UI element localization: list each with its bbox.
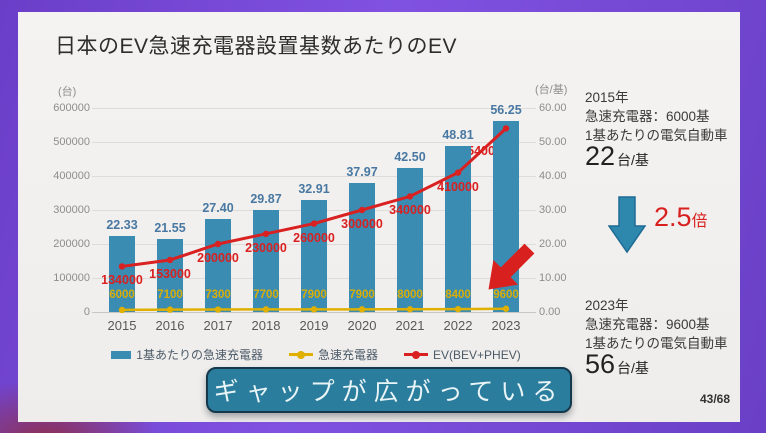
bar-value-label: 29.87 <box>250 192 282 207</box>
ev-value-label: 153000 <box>149 266 191 281</box>
legend-dot-icon <box>412 350 420 359</box>
bar-value-label: 21.55 <box>154 220 186 235</box>
charger-value-label: 7900 <box>301 289 327 301</box>
x-tick-label: 2017 <box>203 318 233 333</box>
ev-value-label: 260000 <box>293 230 335 245</box>
slide: 日本のEV急速充電器設置基数あたりのEV (台) (台/基) 1基あたりの急速充… <box>18 12 740 422</box>
gap-arrow-shape <box>488 243 535 290</box>
callout-2023-year: 2023年 <box>585 298 629 313</box>
right-axis-tick: 10.00 <box>539 272 567 284</box>
chart-legend: 1基あたりの急速充電器 急速充電器 EV(BEV+PHEV) <box>96 346 536 363</box>
right-axis-tick: 60.00 <box>539 102 567 114</box>
ev-value-label: 200000 <box>197 251 239 265</box>
legend-bar-swatch-icon <box>111 350 132 359</box>
x-tick-label: 2020 <box>347 318 377 333</box>
down-arrow-icon <box>607 196 647 254</box>
callout-2023-unit: 台/基 <box>617 360 649 376</box>
right-axis-tick: 40.00 <box>539 170 567 182</box>
left-axis-tick: 100000 <box>53 272 90 284</box>
gap-arrow-icon <box>475 235 543 303</box>
gridline <box>92 142 536 143</box>
callout-2015-year: 2015年 <box>585 90 629 105</box>
ev-value-label: 300000 <box>341 217 383 231</box>
right-axis-tick: 30.00 <box>539 204 567 216</box>
x-tick-label: 2016 <box>155 318 185 333</box>
callout-2015-chargers: 急速充電器：6000基 <box>585 109 710 124</box>
page-number: 43/68 <box>699 392 730 406</box>
legend-item: 1基あたりの急速充電器 <box>111 346 263 363</box>
left-axis-tick: 500000 <box>53 136 90 148</box>
bar-value-label: 32.91 <box>298 182 330 197</box>
bar-value-label: 42.50 <box>394 149 426 164</box>
left-axis-tick: 400000 <box>53 170 90 182</box>
legend-line-swatch-icon <box>404 350 428 359</box>
bar-value-label: 27.40 <box>202 200 234 215</box>
right-axis-tick: 0.00 <box>539 306 561 318</box>
chart-area: (台) (台/基) 1基あたりの急速充電器 急速充電器 EV(BEV+PHEV) 6… <box>18 12 740 422</box>
multiplier-label: 2.5倍 <box>654 202 708 233</box>
right-axis-unit-label: (台/基) <box>535 84 568 96</box>
charger-value-label: 7100 <box>157 289 183 301</box>
x-tick-label: 2021 <box>395 318 425 333</box>
callout-2023-value: 56 <box>585 349 616 379</box>
bar-value-label: 56.25 <box>490 102 522 117</box>
slide-title: 日本のEV急速充電器設置基数あたりのEV <box>55 35 458 58</box>
legend-label: 急速充電器 <box>317 348 378 362</box>
x-tick-label: 2015 <box>107 318 137 333</box>
bar-value-label: 37.97 <box>346 164 378 179</box>
bar-2022 <box>445 146 471 312</box>
x-tick-label: 2019 <box>299 318 329 333</box>
charger-value-label: 6000 <box>109 289 135 301</box>
charger-value-label: 8000 <box>397 289 423 301</box>
x-axis-line <box>92 312 536 313</box>
charger-value-label: 7300 <box>205 289 231 301</box>
x-tick-label: 2018 <box>251 318 281 333</box>
left-axis-tick: 0 <box>83 306 90 318</box>
legend-label: 1基あたりの急速充電器 <box>136 348 263 362</box>
multiplier-suffix: 倍 <box>691 213 708 230</box>
x-tick-label: 2023 <box>491 318 521 333</box>
left-axis-tick: 300000 <box>53 204 90 216</box>
down-arrow-shape <box>607 196 647 254</box>
right-axis-tick: 20.00 <box>539 238 567 250</box>
callout-2015: 2015年 急速充電器：6000基 1基あたりの電気自動車 22 台/基 <box>585 88 735 170</box>
gridline <box>92 108 536 109</box>
left-axis-tick: 600000 <box>53 102 90 114</box>
ev-value-label: 340000 <box>389 203 431 218</box>
left-axis-unit-label: (台) <box>58 86 77 98</box>
callout-2023-chargers: 急速充電器：9600基 <box>585 317 710 332</box>
ev-value-label: 230000 <box>245 240 287 255</box>
multiplier-value: 2.5 <box>654 202 692 232</box>
charger-value-label: 9600 <box>493 289 519 301</box>
legend-line-swatch-icon <box>288 350 313 359</box>
charger-value-label: 7900 <box>349 289 375 301</box>
x-tick-label: 2022 <box>443 318 473 333</box>
legend-item: 急速充電器 <box>288 346 378 363</box>
charger-value-label: 8400 <box>445 289 471 301</box>
down-arrow-svg <box>607 196 647 254</box>
ev-value-label: 134000 <box>101 273 143 288</box>
bar-value-label: 48.81 <box>442 128 474 143</box>
callout-2023: 2023年 急速充電器：9600基 1基あたりの電気自動車 56 台/基 <box>585 296 735 378</box>
callout-2015-unit: 台/基 <box>617 152 649 168</box>
callout-2015-value: 22 <box>585 141 616 171</box>
callout-2023-value-row: 56 台/基 <box>585 351 735 378</box>
takeaway-banner: ギャップが広がっている <box>206 367 572 413</box>
left-axis-tick: 200000 <box>53 238 90 250</box>
legend-dot-icon <box>296 350 305 359</box>
callout-2023-per-unit: 1基あたりの電気自動車 <box>585 336 728 351</box>
right-axis-tick: 50.00 <box>539 136 567 148</box>
bar-value-label: 22.33 <box>106 218 138 233</box>
ev-value-label: 410000 <box>437 179 479 194</box>
legend-label: EV(BEV+PHEV) <box>433 347 521 362</box>
callout-2015-value-row: 22 台/基 <box>585 143 735 170</box>
gap-arrow-svg <box>488 243 535 290</box>
legend-item: EV(BEV+PHEV) <box>404 348 521 362</box>
charger-value-label: 7700 <box>253 289 279 301</box>
callout-2015-per-unit: 1基あたりの電気自動車 <box>585 128 728 143</box>
